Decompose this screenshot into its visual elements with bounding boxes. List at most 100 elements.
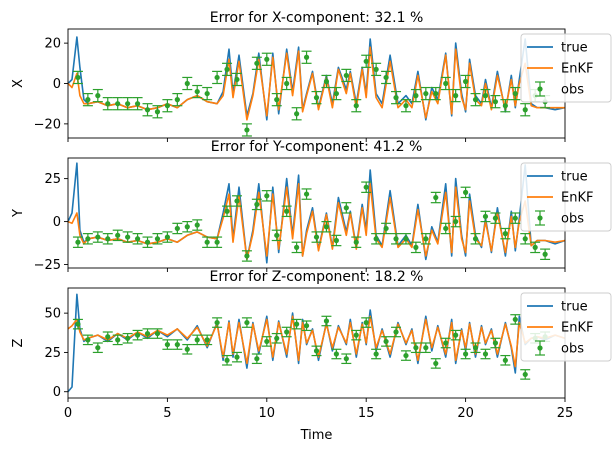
observation-marker	[85, 236, 91, 242]
observation-point	[212, 70, 223, 85]
observation-marker	[453, 332, 459, 338]
observation-point	[142, 328, 153, 339]
observation-point	[222, 205, 233, 218]
observation-marker	[413, 345, 419, 351]
observation-marker	[75, 74, 81, 81]
observation-point	[460, 74, 471, 89]
legend-entry-true: true	[527, 41, 588, 56]
observation-point	[122, 332, 133, 344]
observation-marker	[373, 351, 379, 357]
legend-label: obs	[561, 342, 584, 357]
observation-point	[241, 123, 252, 137]
observation-marker	[194, 337, 200, 343]
observation-point	[291, 107, 302, 121]
panel-title: Error for X-component: 32.1 %	[210, 10, 424, 26]
legend-marker	[537, 215, 543, 221]
observation-marker	[115, 337, 121, 343]
observation-point	[470, 233, 481, 245]
observation-marker	[323, 318, 330, 324]
observation-point	[281, 326, 292, 338]
observation-marker	[224, 357, 230, 363]
observation-marker	[333, 351, 339, 357]
observation-point	[430, 191, 441, 204]
observation-point	[480, 88, 491, 103]
observation-point	[321, 74, 332, 89]
observation-marker	[303, 323, 310, 329]
legend: true EnKF obs	[520, 292, 612, 362]
observation-marker	[105, 101, 111, 107]
observation-marker	[194, 88, 200, 95]
plot-area	[68, 36, 565, 137]
observation-marker	[174, 341, 180, 348]
observation-marker	[522, 236, 528, 242]
observation-marker	[244, 253, 250, 259]
observation-marker	[95, 93, 101, 99]
series-line-enkf	[68, 183, 565, 261]
observation-point	[430, 86, 441, 101]
y-tick-label: 0	[53, 385, 61, 400]
observation-point	[132, 233, 143, 245]
observation-point	[361, 181, 372, 193]
observation-marker	[343, 72, 349, 79]
plot-area	[68, 293, 565, 393]
observation-marker	[373, 66, 379, 72]
observation-marker	[95, 345, 101, 351]
legend-label: EnKF	[561, 321, 593, 336]
observation-point	[182, 343, 193, 355]
legend-label: true	[561, 41, 588, 56]
observation-marker	[224, 208, 230, 214]
observation-point	[291, 318, 302, 330]
observation-point	[202, 334, 213, 346]
observation-point	[480, 210, 491, 223]
observation-point	[391, 90, 402, 105]
observation-point	[311, 345, 322, 357]
observation-point	[202, 236, 213, 248]
observation-point	[112, 229, 123, 242]
legend-label: EnKF	[561, 62, 593, 77]
observation-marker	[472, 236, 479, 242]
observation-marker	[254, 356, 260, 362]
observation-point	[420, 233, 431, 245]
observation-marker	[333, 237, 339, 244]
observation-point	[341, 202, 352, 214]
observation-point	[361, 317, 372, 328]
observation-point	[500, 227, 511, 240]
observation-point	[222, 354, 233, 366]
observation-point	[152, 105, 163, 119]
observation-marker	[492, 99, 499, 105]
observation-marker	[125, 234, 131, 240]
y-axis-label: Z	[11, 338, 26, 347]
observation-marker	[502, 103, 508, 109]
observation-marker	[125, 335, 131, 341]
legend-label: true	[561, 170, 588, 185]
observation-marker	[512, 90, 518, 97]
observation-marker	[125, 101, 131, 107]
legend-entry-true: true	[527, 300, 588, 315]
observation-point	[391, 233, 402, 245]
legend-marker	[537, 86, 543, 92]
observation-marker	[502, 231, 508, 237]
legend-entry-obs: obs	[535, 81, 584, 98]
observation-marker	[313, 348, 320, 354]
observation-point	[82, 92, 93, 107]
observation-point	[82, 233, 93, 245]
observation-marker	[353, 239, 359, 245]
observation-marker	[423, 90, 429, 97]
observation-point	[381, 336, 392, 347]
legend-entry-true: true	[527, 170, 588, 185]
legend-entry-obs: obs	[535, 340, 584, 357]
observation-marker	[174, 225, 180, 232]
observation-marker	[274, 232, 280, 238]
observation-point	[152, 328, 163, 339]
observation-marker	[393, 236, 399, 242]
observation-marker	[403, 236, 409, 242]
observation-point	[172, 222, 183, 235]
observation-point	[231, 351, 242, 363]
observation-marker	[294, 111, 300, 117]
observation-point	[331, 86, 342, 101]
observation-marker	[393, 95, 399, 101]
observation-marker	[303, 54, 310, 60]
observation-point	[381, 70, 392, 85]
observation-point	[341, 353, 352, 365]
